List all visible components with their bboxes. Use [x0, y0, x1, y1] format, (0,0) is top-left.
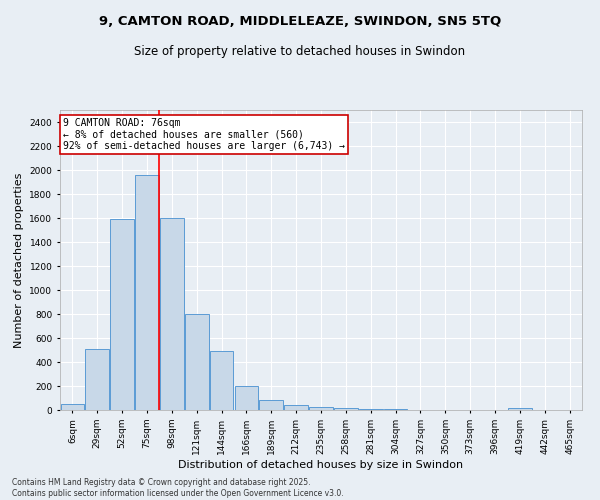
Bar: [110, 219, 134, 410]
Bar: [61, 404, 84, 410]
Bar: [359, 409, 383, 410]
Text: Contains HM Land Registry data © Crown copyright and database right 2025.
Contai: Contains HM Land Registry data © Crown c…: [12, 478, 344, 498]
Text: 9 CAMTON ROAD: 76sqm
← 8% of detached houses are smaller (560)
92% of semi-detac: 9 CAMTON ROAD: 76sqm ← 8% of detached ho…: [62, 118, 344, 150]
Text: 9, CAMTON ROAD, MIDDLELEAZE, SWINDON, SN5 5TQ: 9, CAMTON ROAD, MIDDLELEAZE, SWINDON, SN…: [99, 15, 501, 28]
Bar: [210, 351, 233, 410]
Bar: [160, 218, 184, 410]
Bar: [259, 400, 283, 410]
Bar: [309, 407, 333, 410]
Text: Size of property relative to detached houses in Swindon: Size of property relative to detached ho…: [134, 45, 466, 58]
Bar: [508, 408, 532, 410]
Bar: [334, 408, 358, 410]
X-axis label: Distribution of detached houses by size in Swindon: Distribution of detached houses by size …: [178, 460, 464, 469]
Bar: [135, 175, 159, 410]
Bar: [284, 405, 308, 410]
Bar: [235, 386, 258, 410]
Y-axis label: Number of detached properties: Number of detached properties: [14, 172, 24, 348]
Bar: [85, 349, 109, 410]
Bar: [185, 314, 209, 410]
